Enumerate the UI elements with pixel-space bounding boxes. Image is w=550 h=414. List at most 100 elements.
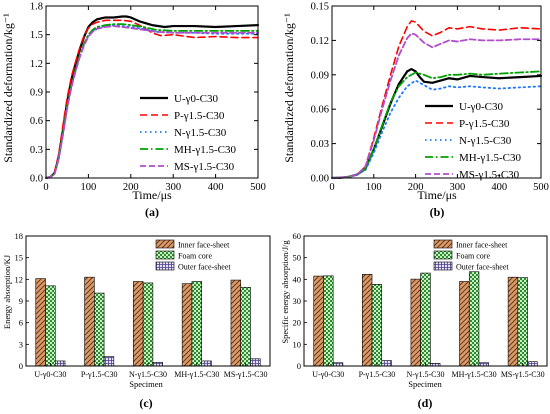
- category-label: P-γ1.5-C30: [81, 370, 118, 379]
- legend-label-4: MH-γ1.5-C30: [459, 152, 521, 164]
- panel-b-ylabel: Standardized deformation/kg⁻¹: [282, 13, 296, 163]
- y-tick-label: 40: [293, 274, 302, 284]
- plot-frame: [331, 5, 542, 179]
- legend-swatch-2: [433, 250, 453, 260]
- y-tick-label: 0.03: [311, 139, 329, 150]
- bar-2-1: [323, 275, 334, 367]
- legend-swatch-1: [155, 239, 175, 249]
- panel-d-caption: (d): [418, 396, 433, 410]
- y-tick-label: 1.2: [30, 59, 43, 70]
- bar-2-2: [371, 284, 383, 367]
- y-tick-label: 0.0: [30, 174, 43, 185]
- y-tick-label: 10: [293, 339, 302, 349]
- category-label: N-γ1.5-C30: [129, 370, 167, 379]
- panel-c-ylabel: Energy absorption/KJ: [2, 254, 12, 329]
- bar-2-3: [420, 272, 431, 367]
- y-tick-label: 0.06: [311, 105, 329, 116]
- category-label: MH-γ1.5-C30: [452, 370, 497, 379]
- legend-label-3: N-γ1.5-C30: [459, 135, 512, 147]
- category-label: U-γ0-C30: [34, 370, 66, 379]
- panel-d-ylabel: Specific energy absorption/J/g: [280, 240, 290, 344]
- y-tick-label: 12: [15, 274, 24, 284]
- y-tick-label: 20: [293, 318, 302, 328]
- category-label: MS-γ1.5-C30: [224, 370, 268, 379]
- y-tick-label: 0.9: [30, 88, 43, 99]
- x-tick-label: 500: [250, 182, 266, 193]
- y-tick-label: 18: [15, 231, 24, 241]
- series-line-2: [331, 20, 542, 179]
- y-tick-label: 0: [297, 361, 301, 371]
- bar-3-4: [201, 360, 212, 367]
- y-tick-label: 1.8: [30, 2, 43, 13]
- x-tick-label: 200: [408, 182, 424, 193]
- bar-1-5: [230, 279, 242, 367]
- x-tick-label: 400: [208, 182, 224, 193]
- legend-label-1: U-γ0-C30: [174, 93, 218, 105]
- y-tick-label: 50: [293, 253, 302, 263]
- panel-c-xlabel: Specimen: [129, 379, 163, 389]
- bar-1-3: [410, 278, 421, 367]
- series-line-5: [45, 25, 259, 179]
- panel-c-bar-chart: U-γ0-C30 P-γ1.5-C30 N-γ1.5-C30 MH-γ1.5-C30 M…: [2, 231, 271, 410]
- panel-d-plot-area: U-γ0-C30 P-γ1.5-C30 N-γ1.5-C30 MH-γ1.5-C30 M…: [293, 231, 548, 379]
- panel-a-plot-area: 0 100 200 300 400 500 0.0 0.3 0.6 0.9 1.2 1.5 1.8 U-γ…: [30, 2, 266, 194]
- bar-1-2: [362, 274, 373, 367]
- legend-swatch-2: [155, 250, 175, 260]
- y-tick-label: 15: [15, 253, 24, 263]
- x-tick-label: 100: [81, 182, 97, 193]
- bar-3-1: [54, 360, 66, 367]
- panel-a-caption: (a): [145, 205, 159, 219]
- x-tick-label: 300: [165, 182, 181, 193]
- legend-label-1: U-γ0-C30: [459, 101, 503, 113]
- category-label: N-γ1.5-C30: [407, 370, 445, 379]
- category-label: U-γ0-C30: [312, 370, 344, 379]
- panel-b-caption: (b): [430, 205, 445, 219]
- bar-1-3: [133, 281, 144, 367]
- x-tick-label: 300: [450, 182, 466, 193]
- panel-a-line-chart: 0 100 200 300 400 500 0.0 0.3 0.6 0.9 1.2 1.5 1.8 U-γ…: [1, 2, 266, 220]
- y-tick-label: 9: [19, 296, 23, 306]
- bar-2-4: [191, 281, 202, 367]
- panel-a-ylabel: Standardized deformation/kg⁻¹: [1, 13, 15, 163]
- panel-b-line-chart: 0 100 200 300 400 500 0.00 0.03 0.06 0.09 0.12 0.15…: [282, 2, 549, 220]
- x-tick-label: 500: [533, 182, 549, 193]
- panel-d-bar-chart: U-γ0-C30 P-γ1.5-C30 N-γ1.5-C30 MH-γ1.5-C30 M…: [280, 231, 548, 410]
- bar-1-2: [84, 276, 95, 367]
- bar-2-1: [45, 285, 56, 367]
- legend-swatch-3: [155, 261, 175, 271]
- legend-label-3: N-γ1.5-C30: [174, 127, 227, 139]
- legend-label-3: Outer face-sheet: [178, 263, 231, 272]
- category-label: P-γ1.5-C30: [359, 370, 396, 379]
- y-tick-label: 0.12: [311, 36, 329, 47]
- series-line-3: [331, 79, 542, 179]
- panel-d-xlabel: Specimen: [408, 379, 442, 389]
- legend-label-2: Foam core: [456, 252, 490, 261]
- y-tick-label: 3: [19, 339, 23, 349]
- legend-label-1: Inner face-sheet: [178, 241, 230, 250]
- y-tick-label: 30: [293, 296, 302, 306]
- y-tick-label: 1.5: [30, 30, 43, 41]
- bar-1-4: [459, 281, 470, 367]
- legend-swatch-1: [433, 239, 453, 249]
- bar-1-4: [181, 283, 193, 367]
- category-label: MH-γ1.5-C30: [174, 370, 219, 379]
- bar-1-1: [313, 275, 324, 367]
- x-tick-label: 200: [123, 182, 139, 193]
- bar-3-5: [527, 361, 538, 367]
- x-tick-label: 400: [491, 182, 507, 193]
- bar-3-5: [250, 358, 261, 367]
- legend-swatch-3: [433, 261, 453, 271]
- series-line-2: [45, 19, 259, 179]
- y-tick-label: 0.3: [30, 145, 43, 156]
- legend-label-3: Outer face-sheet: [456, 263, 509, 272]
- y-tick-label: 0.6: [30, 116, 43, 127]
- bar-1-5: [507, 276, 519, 367]
- bar-3-3: [152, 362, 163, 367]
- y-tick-label: 0: [19, 361, 23, 371]
- panel-c-caption: (c): [139, 396, 152, 410]
- legend-label-2: P-γ1.5-C30: [459, 118, 510, 130]
- legend-label-4: MH-γ1.5-C30: [174, 144, 236, 156]
- y-tick-label: 0.15: [311, 2, 329, 13]
- category-label: MS-γ1.5-C30: [501, 370, 545, 379]
